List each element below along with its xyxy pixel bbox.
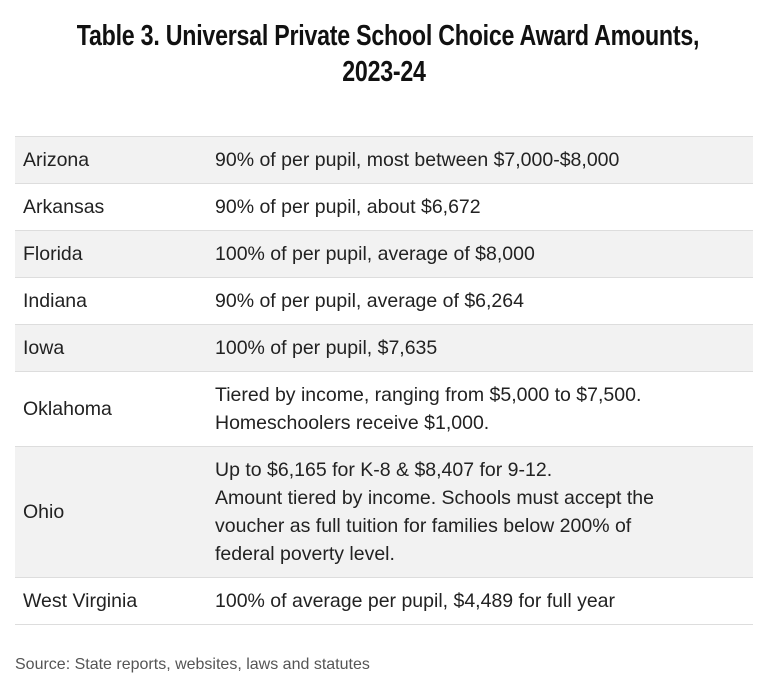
state-cell: Arizona — [23, 149, 90, 171]
award-line: Amount tiered by income. Schools must ac… — [215, 487, 654, 509]
award-line: Up to $6,165 for K-8 & $8,407 for 9-12. — [215, 459, 553, 481]
state-cell: Florida — [23, 243, 83, 265]
award-cell: Tiered by income, ranging from $5,000 to… — [215, 381, 753, 437]
award-line: 90% of per pupil, most between $7,000-$8… — [215, 149, 620, 171]
award-cell: 90% of per pupil, about $6,672 — [215, 193, 753, 221]
table-row: Florida 100% of per pupil, average of $8,… — [15, 231, 753, 278]
table-row: Arizona 90% of per pupil, most between $7… — [15, 137, 753, 184]
state-cell: Ohio — [23, 501, 65, 523]
table-row: West Virginia 100% of average per pupil, … — [15, 578, 753, 625]
state-cell: Indiana — [23, 290, 87, 312]
award-line: 90% of per pupil, average of $6,264 — [215, 290, 524, 312]
table-row: Ohio Up to $6,165 for K-8 & $8,407 for 9-… — [15, 447, 753, 578]
award-cell: 90% of per pupil, average of $6,264 — [215, 287, 753, 315]
table-row: Arkansas 90% of per pupil, about $6,672 — [15, 184, 753, 231]
table: Arizona 90% of per pupil, most between $7… — [15, 136, 753, 625]
state-cell: Iowa — [23, 337, 65, 359]
award-line: Tiered by income, ranging from $5,000 to… — [215, 384, 642, 406]
award-cell: 100% of per pupil, $7,635 — [215, 334, 753, 362]
state-cell: Arkansas — [23, 196, 105, 218]
award-cell: 90% of per pupil, most between $7,000-$8… — [215, 146, 753, 174]
state-cell: West Virginia — [23, 590, 138, 612]
award-line: Homeschoolers receive $1,000. — [215, 412, 490, 434]
table-row: Indiana 90% of per pupil, average of $6,2… — [15, 278, 753, 325]
award-line: 90% of per pupil, about $6,672 — [215, 196, 481, 218]
title-line: 2023-24 — [342, 56, 426, 88]
award-cell: 100% of per pupil, average of $8,000 — [215, 240, 753, 268]
title-line: Table 3. Universal Private School Choice… — [76, 20, 700, 52]
state-cell: Oklahoma — [23, 398, 112, 420]
award-line: federal poverty level. — [215, 543, 395, 565]
table-row: Iowa 100% of per pupil, $7,635 — [15, 325, 753, 372]
award-line: 100% of average per pupil, $4,489 for fu… — [215, 590, 616, 612]
award-line: 100% of per pupil, average of $8,000 — [215, 243, 535, 265]
title: Table 3. Universal Private School Choice… — [0, 18, 768, 90]
award-cell: Up to $6,165 for K-8 & $8,407 for 9-12. A… — [215, 456, 753, 568]
award-cell: 100% of average per pupil, $4,489 for fu… — [215, 587, 753, 615]
source-note: Source: State reports, websites, laws an… — [15, 656, 370, 673]
table-row: Oklahoma Tiered by income, ranging from $… — [15, 372, 753, 447]
award-line: 100% of per pupil, $7,635 — [215, 337, 438, 359]
award-line: voucher as full tuition for families bel… — [215, 515, 632, 537]
